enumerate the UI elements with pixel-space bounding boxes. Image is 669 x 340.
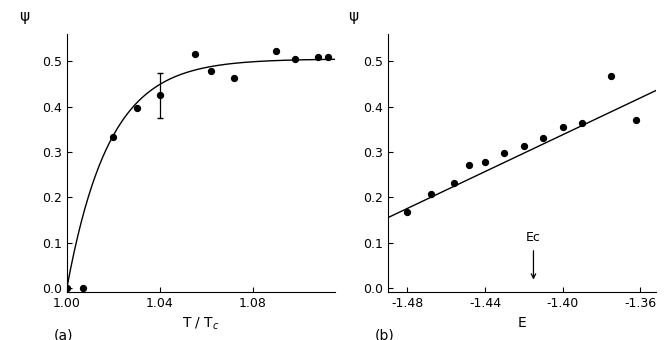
Point	[62, 285, 72, 291]
Point	[313, 54, 324, 60]
Point	[425, 191, 436, 197]
Text: ψ: ψ	[19, 8, 29, 24]
Point	[108, 134, 119, 140]
Point	[322, 54, 333, 60]
Point	[631, 117, 642, 123]
Point	[518, 144, 529, 149]
Text: ψ: ψ	[348, 8, 358, 24]
Point	[577, 121, 587, 126]
Text: (a): (a)	[54, 328, 73, 340]
Point	[480, 159, 490, 165]
Point	[131, 105, 142, 110]
Point	[206, 68, 217, 74]
Point	[499, 150, 510, 155]
Point	[538, 136, 549, 141]
Point	[271, 49, 282, 54]
Point	[155, 92, 165, 98]
Point	[464, 163, 475, 168]
Point	[605, 73, 616, 79]
X-axis label: E: E	[517, 316, 527, 330]
X-axis label: T / T$_c$: T / T$_c$	[182, 316, 219, 332]
Point	[402, 209, 413, 215]
Point	[189, 52, 200, 57]
Point	[290, 56, 300, 62]
Point	[229, 75, 240, 81]
Point	[449, 180, 460, 185]
Point	[557, 124, 568, 130]
Point	[78, 285, 88, 291]
Text: (b): (b)	[375, 328, 395, 340]
Text: Ec: Ec	[526, 231, 541, 244]
